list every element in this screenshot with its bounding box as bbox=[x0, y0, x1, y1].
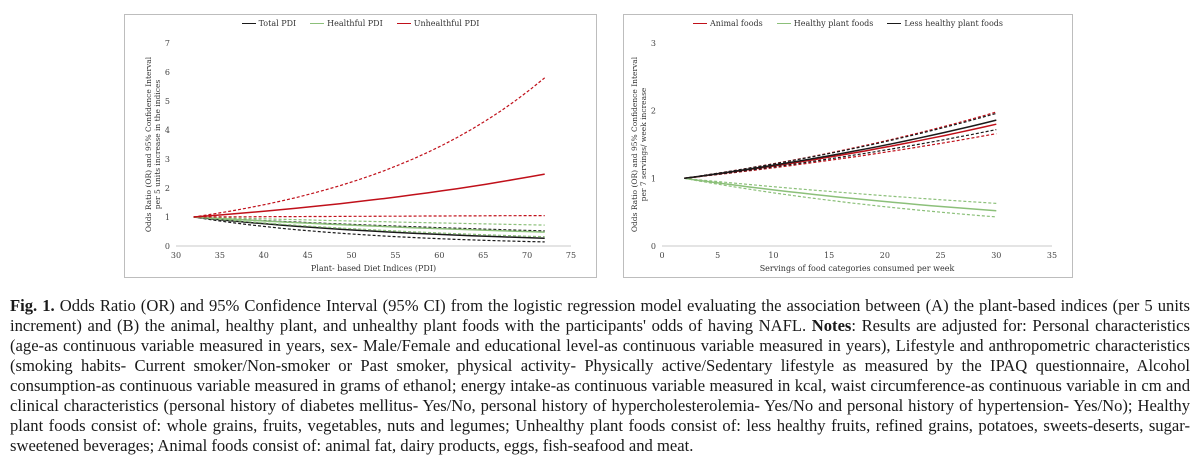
legend-swatch bbox=[887, 23, 902, 24]
x-tick-label: 5 bbox=[715, 251, 720, 260]
series-healthy-plant-foods-ci-lower bbox=[684, 177, 997, 218]
x-tick-label: 30 bbox=[171, 251, 181, 260]
series-total-pdi-ci-lower bbox=[193, 216, 545, 243]
series-total-pdi-ci-upper bbox=[193, 216, 545, 232]
y-tick-label: 7 bbox=[165, 39, 170, 48]
x-tick-label: 75 bbox=[566, 251, 576, 260]
series-healthy-plant-foods-line bbox=[684, 177, 997, 212]
caption-label: Fig. 1. bbox=[10, 296, 55, 315]
x-tick-label: 25 bbox=[935, 251, 945, 260]
x-tick-label: 0 bbox=[659, 251, 664, 260]
series-healthful-pdi-line bbox=[193, 216, 545, 233]
legend-swatch bbox=[241, 23, 256, 24]
legend-label: Healthful PDI bbox=[327, 19, 383, 28]
y-tick-label: 2 bbox=[165, 184, 170, 193]
legend-swatch bbox=[692, 23, 707, 24]
x-tick-label: 35 bbox=[215, 251, 225, 260]
legend-item: Healthy plant foods bbox=[776, 19, 874, 28]
legend-label: Unhealthful PDI bbox=[413, 19, 480, 28]
x-tick-label: 40 bbox=[259, 251, 269, 260]
x-axis-label: Servings of food categories consumed per… bbox=[760, 264, 955, 273]
legend-label: Total PDI bbox=[258, 19, 297, 28]
legend-a: Total PDI Healthful PDI Unhealthful PDI bbox=[125, 19, 596, 28]
x-tick-label: 10 bbox=[768, 251, 778, 260]
y-tick-label: 3 bbox=[651, 39, 656, 48]
series-animal-foods-ci-upper bbox=[684, 111, 997, 179]
y-tick-label: 1 bbox=[165, 213, 170, 222]
legend-item: Healthful PDI bbox=[310, 19, 383, 28]
series-healthful-pdi-ci-upper bbox=[193, 216, 545, 226]
figure-caption: Fig. 1. Odds Ratio (OR) and 95% Confiden… bbox=[10, 296, 1190, 456]
y-axis-label: Odds Ratio (OR) and 95% Confidence Inter… bbox=[144, 56, 162, 232]
x-tick-label: 70 bbox=[522, 251, 532, 260]
series-healthy-plant-foods-ci-upper bbox=[684, 177, 997, 204]
series-unhealthful-pdi-line bbox=[193, 173, 545, 218]
legend-b: Animal foods Healthy plant foods Less he… bbox=[624, 19, 1072, 28]
series-less-healthy-plant-foods-ci-lower bbox=[684, 129, 997, 179]
x-tick-label: 35 bbox=[1047, 251, 1057, 260]
series-healthful-pdi-ci-lower bbox=[193, 216, 545, 238]
y-tick-label: 5 bbox=[165, 97, 170, 106]
y-tick-label: 0 bbox=[651, 242, 656, 251]
x-tick-label: 30 bbox=[991, 251, 1001, 260]
x-tick-label: 65 bbox=[478, 251, 488, 260]
legend-item: Less healthy plant foods bbox=[887, 19, 1003, 28]
y-tick-label: 3 bbox=[165, 155, 170, 164]
legend-item: Unhealthful PDI bbox=[396, 19, 480, 28]
y-tick-label: 0 bbox=[165, 242, 170, 251]
caption-text: Odds Ratio (OR) and 95% Confidence Inter… bbox=[10, 296, 1190, 335]
x-tick-label: 20 bbox=[880, 251, 890, 260]
series-animal-foods-line bbox=[684, 123, 997, 180]
chart-panel-b: Animal foods Healthy plant foods Less he… bbox=[623, 14, 1073, 278]
y-axis-label: Odds Ratio (OR) and 95% Confidence Inter… bbox=[630, 56, 648, 232]
legend-swatch bbox=[310, 23, 325, 24]
x-tick-label: 60 bbox=[434, 251, 444, 260]
x-tick-label: 15 bbox=[824, 251, 834, 260]
x-axis-label: Plant- based Diet Indices (PDI) bbox=[311, 264, 436, 273]
series-less-healthy-plant-foods-ci-upper bbox=[684, 112, 997, 179]
y-tick-label: 2 bbox=[651, 107, 656, 116]
legend-label: Healthy plant foods bbox=[793, 19, 874, 28]
legend-swatch bbox=[396, 23, 411, 24]
series-less-healthy-plant-foods-line bbox=[684, 119, 997, 180]
x-tick-label: 50 bbox=[346, 251, 356, 260]
series-unhealthful-pdi-ci-lower bbox=[193, 215, 545, 218]
x-tick-label: 55 bbox=[390, 251, 400, 260]
x-tick-label: 45 bbox=[303, 251, 313, 260]
y-tick-label: 4 bbox=[165, 126, 170, 135]
legend-label: Less healthy plant foods bbox=[904, 19, 1004, 28]
series-unhealthful-pdi-ci-upper bbox=[193, 77, 546, 218]
y-tick-label: 1 bbox=[651, 174, 656, 183]
legend-item: Total PDI bbox=[241, 19, 297, 28]
series-total-pdi-line bbox=[193, 216, 545, 239]
legend-item: Animal foods bbox=[692, 19, 763, 28]
chart-panel-a: Total PDI Healthful PDI Unhealthful PDI … bbox=[124, 14, 597, 278]
notes-label: Notes bbox=[811, 316, 852, 335]
legend-label: Animal foods bbox=[709, 19, 763, 28]
legend-swatch bbox=[776, 23, 791, 24]
caption-notes-text: : Results are adjusted for: Personal cha… bbox=[10, 316, 1190, 455]
y-tick-label: 6 bbox=[165, 68, 170, 77]
